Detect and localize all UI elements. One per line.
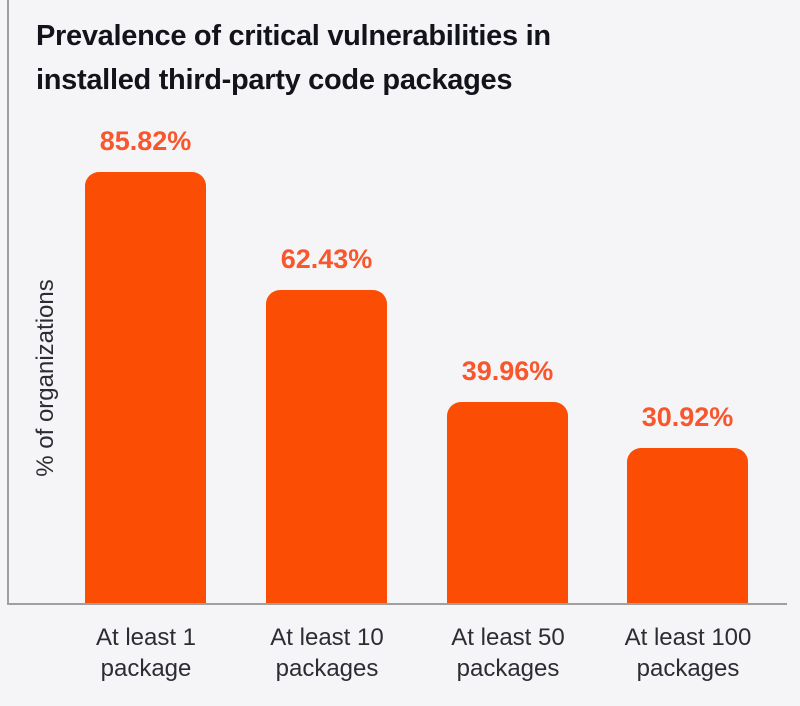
chart-title-line1: Prevalence of critical vulnerabilities i… xyxy=(36,20,551,52)
y-axis-line xyxy=(7,0,9,605)
category-label-line2: packages xyxy=(456,655,560,682)
category-label-line2: packages xyxy=(275,655,379,682)
category-label-line1: At least 1 xyxy=(95,624,197,651)
category-label-line1: At least 10 xyxy=(270,624,384,651)
bar xyxy=(266,289,387,603)
category-label: At least 10 packages xyxy=(237,622,417,684)
chart-title-line2: installed third-party code packages xyxy=(36,64,513,96)
bar-group: 39.96% xyxy=(447,356,568,603)
category-label-line2: package xyxy=(100,655,192,682)
category-label: At least 50 packages xyxy=(418,622,598,684)
bar-group: 30.92% xyxy=(627,402,748,603)
chart-title: Prevalence of critical vulnerabilities i… xyxy=(36,14,551,102)
bar-group: 85.82% xyxy=(85,126,206,603)
bar-value-label: 39.96% xyxy=(461,356,554,387)
plot-area: 85.82% 62.43% 39.96% 30.92% xyxy=(85,126,748,603)
bar-group: 62.43% xyxy=(266,244,387,603)
bar-value-label: 62.43% xyxy=(280,243,373,274)
bar xyxy=(447,402,568,603)
category-label-line2: packages xyxy=(636,655,740,682)
x-axis-line xyxy=(7,603,787,605)
x-axis-labels: At least 1 package At least 10 packages … xyxy=(0,622,800,692)
category-label: At least 100 packages xyxy=(598,622,778,684)
category-label-line1: At least 50 xyxy=(451,624,565,651)
bar-value-label: 30.92% xyxy=(641,401,734,432)
category-label: At least 1 package xyxy=(56,622,236,684)
bar xyxy=(627,447,748,603)
category-label-line1: At least 100 xyxy=(624,624,752,651)
bar xyxy=(85,172,206,603)
bar-value-label: 85.82% xyxy=(99,126,192,157)
